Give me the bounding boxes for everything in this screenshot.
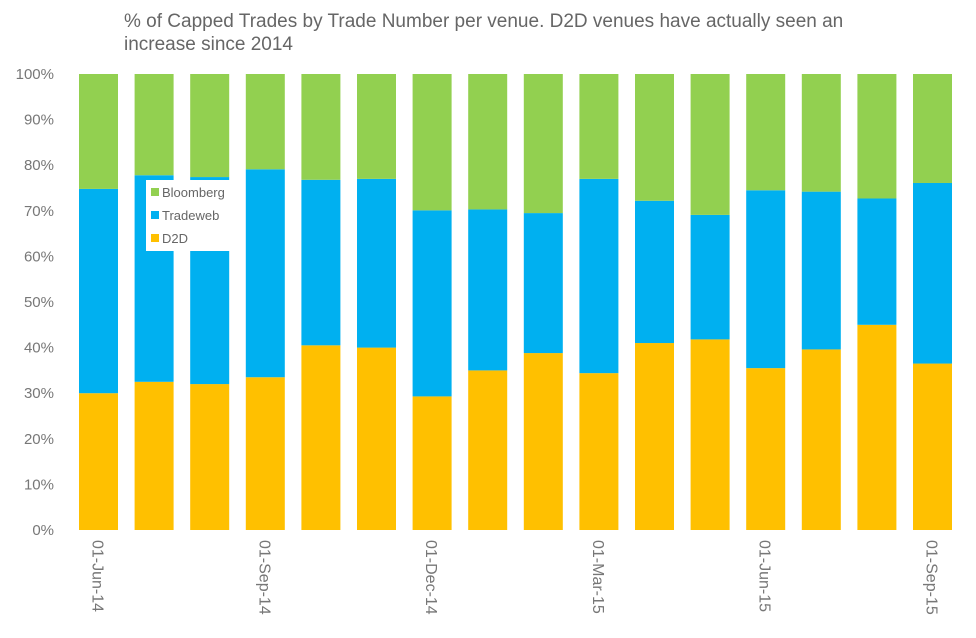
y-tick-label: 20% (24, 431, 54, 448)
bar-bloomberg-2 (190, 74, 230, 178)
bar-d2d-6 (412, 396, 452, 530)
legend-swatch-bloomberg (151, 188, 159, 196)
bar-d2d-14 (857, 324, 897, 530)
bar-d2d-1 (134, 381, 174, 530)
bar-tradeweb-14 (857, 198, 897, 325)
bar-tradeweb-15 (913, 182, 952, 364)
bar-bloomberg-4 (301, 74, 341, 180)
y-tick-label: 30% (24, 385, 54, 402)
bar-bloomberg-6 (412, 74, 452, 211)
bar-d2d-15 (913, 363, 952, 530)
bar-tradeweb-5 (357, 178, 396, 348)
legend-swatch-d2d (151, 234, 159, 242)
bar-tradeweb-13 (801, 191, 841, 350)
bar-bloomberg-10 (635, 74, 674, 201)
y-tick-label: 0% (32, 522, 54, 539)
bar-bloomberg-11 (690, 74, 730, 215)
bar-d2d-4 (301, 345, 341, 530)
x-tick-label: 01-Jun-15 (756, 540, 773, 612)
bar-d2d-5 (357, 347, 396, 530)
x-tick-label: 01-Sep-14 (255, 540, 272, 615)
bar-tradeweb-9 (579, 178, 619, 374)
legend-label-bloomberg: Bloomberg (162, 185, 225, 200)
bar-d2d-2 (190, 384, 230, 530)
y-tick-label: 70% (24, 203, 54, 220)
x-tick-label: 01-Dec-14 (422, 540, 439, 615)
bar-d2d-9 (579, 373, 619, 530)
bar-tradeweb-4 (301, 179, 341, 346)
y-tick-label: 60% (24, 248, 54, 265)
bar-bloomberg-3 (245, 74, 285, 170)
y-tick-label: 40% (24, 340, 54, 357)
bar-bloomberg-14 (857, 74, 897, 199)
bar-bloomberg-15 (913, 74, 952, 183)
bar-tradeweb-7 (468, 209, 508, 371)
x-tick-label: 01-Mar-15 (589, 540, 606, 614)
bar-tradeweb-8 (523, 213, 563, 354)
y-tick-label: 100% (16, 66, 54, 83)
bar-bloomberg-1 (134, 74, 174, 176)
chart-title: % of Capped Trades by Trade Number per v… (124, 11, 844, 55)
y-tick-label: 10% (24, 476, 54, 493)
bar-bloomberg-5 (357, 74, 396, 179)
bar-d2d-12 (746, 368, 786, 530)
bar-tradeweb-0 (79, 188, 118, 394)
bar-d2d-10 (635, 343, 674, 530)
bar-bloomberg-9 (579, 74, 619, 179)
bar-d2d-7 (468, 370, 508, 530)
legend-swatch-tradeweb (151, 211, 159, 219)
x-tick-label: 01-Jun-14 (89, 540, 106, 612)
bar-d2d-11 (690, 339, 730, 530)
bar-tradeweb-11 (690, 214, 730, 340)
y-tick-label: 80% (24, 157, 54, 174)
bar-tradeweb-12 (746, 190, 786, 369)
bar-tradeweb-3 (245, 169, 285, 378)
bar-bloomberg-0 (79, 74, 118, 189)
bar-d2d-3 (245, 377, 285, 530)
bar-bloomberg-13 (801, 74, 841, 192)
y-tick-label: 50% (24, 294, 54, 311)
bar-d2d-13 (801, 349, 841, 530)
bar-bloomberg-7 (468, 74, 508, 210)
legend-label-tradeweb: Tradeweb (162, 208, 219, 223)
y-tick-label: 90% (24, 112, 54, 129)
bar-d2d-8 (523, 353, 563, 530)
legend: Bloomberg Tradeweb D2D (146, 180, 236, 251)
legend-label-d2d: D2D (162, 231, 188, 246)
bar-bloomberg-8 (523, 74, 563, 214)
x-tick-label: 01-Sep-15 (923, 540, 940, 615)
bar-tradeweb-6 (412, 210, 452, 397)
legend-background (146, 180, 236, 251)
bar-bloomberg-12 (746, 74, 786, 191)
bar-d2d-0 (79, 393, 118, 530)
bar-tradeweb-10 (635, 200, 674, 344)
